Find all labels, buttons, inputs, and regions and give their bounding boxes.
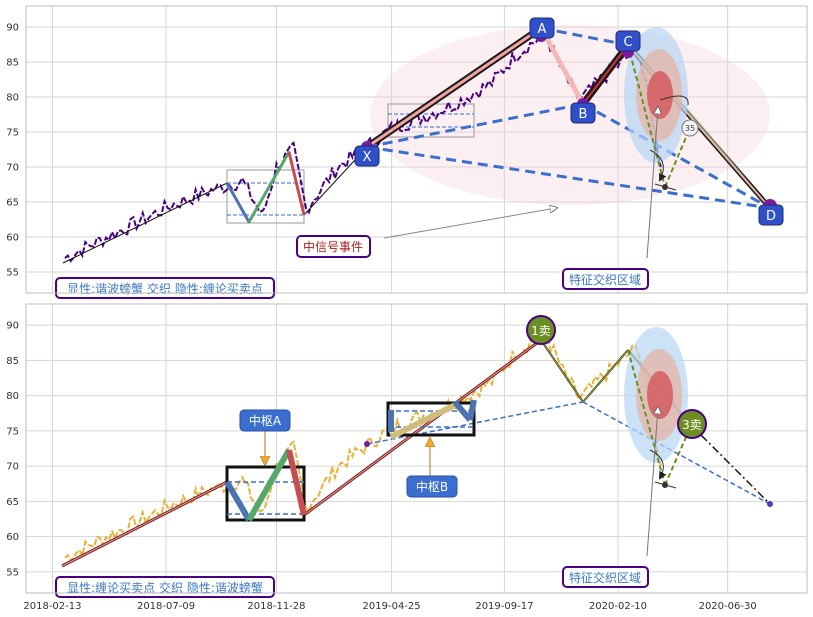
bottom-legend-text: 显性:缠论买卖点 交织 隐性:谐波螃蟹 (67, 580, 263, 595)
bottom-feature-zone-label: 特征交织区域 (562, 566, 649, 588)
bottom-y-tick-labels: 55 60 65 70 75 80 85 90 (6, 321, 19, 579)
y-tick-label: 70 (6, 462, 19, 473)
zhongshu-a-callout: 中枢A (239, 409, 291, 461)
y-tick-label: 70 (6, 163, 19, 174)
top-feature-zone-label: 特征交织区域 (562, 268, 649, 290)
signal-event-label: 中信号事件 (296, 235, 371, 258)
top-legend-text: 显性:谐波螃蟹 交织 隐性:缠论买卖点 (67, 281, 263, 296)
x-tick-label: 2019-04-25 (363, 601, 421, 612)
marker-a-label: A (538, 22, 547, 37)
zhongshu-a-label: 中枢A (249, 413, 282, 428)
top-small-zigzag (225, 151, 306, 223)
top-zhongshu-box-a (226, 169, 305, 224)
x-tick-label: 2018-07-09 (137, 601, 195, 612)
y-tick-label: 55 (6, 268, 19, 279)
bottom-feature-zone (624, 327, 691, 557)
top-y-tick-labels: 55 60 65 70 75 80 85 90 (6, 23, 19, 279)
top-plot-frame (25, 5, 808, 294)
x-tick-label: 2018-11-28 (247, 601, 305, 612)
x-tick-label: 2020-06-30 (699, 601, 757, 612)
top-feature-zone: 35 (624, 27, 699, 259)
y-tick-label: 90 (6, 23, 19, 34)
bottom-gridlines (26, 304, 807, 593)
signal-event-text: 中信号事件 (303, 239, 363, 254)
trend-line (62, 150, 305, 264)
y-tick-label: 80 (6, 391, 19, 402)
y-tick-label: 60 (6, 233, 19, 244)
x-tick-label: 2018-02-13 (23, 601, 81, 612)
bottom-price-series-line (64, 326, 662, 563)
bottom-plot-frame (25, 303, 808, 594)
x-tick-labels: 2018-02-13 2018-07-09 2018-11-28 2019-04-25… (23, 601, 756, 612)
marker-d-badge: D (758, 204, 784, 226)
y-tick-label: 65 (6, 198, 19, 209)
y-tick-label: 85 (6, 356, 19, 367)
y-tick-label: 90 (6, 321, 19, 332)
bottom-panel: 55 60 65 70 75 80 85 90 (6, 303, 808, 598)
zone-circle-label: 35 (685, 124, 695, 133)
sell-1-badge: 1卖 (526, 315, 556, 345)
bottom-feature-zone-text: 特征交织区域 (569, 570, 641, 585)
marker-b-label: B (579, 107, 588, 122)
sell-3-label: 3卖 (682, 418, 702, 432)
sell-3-badge: 3卖 (677, 409, 707, 439)
y-tick-label: 60 (6, 532, 19, 543)
y-tick-label: 75 (6, 128, 19, 139)
highlight-ellipse (370, 25, 770, 205)
top-panel: 55 60 65 70 75 80 85 90 (6, 5, 808, 299)
zhongshu-b-box (386, 399, 477, 440)
signal-arrow (383, 208, 556, 239)
zhongshu-b-label: 中枢B (416, 479, 448, 494)
y-tick-label: 80 (6, 93, 19, 104)
pattern-point-markers: X A B C D (354, 17, 784, 226)
marker-x-label: X (363, 150, 372, 165)
sell-1-label: 1卖 (531, 324, 551, 338)
y-tick-label: 75 (6, 426, 19, 437)
y-tick-label: 55 (6, 567, 19, 578)
bottom-legend-box: 显性:缠论买卖点 交织 隐性:谐波螃蟹 (55, 576, 275, 598)
x-tick-label: 2019-09-17 (475, 601, 533, 612)
marker-c-badge: C (615, 30, 641, 52)
zhongshu-a-box (224, 448, 307, 522)
y-tick-label: 65 (6, 497, 19, 508)
marker-c-label: C (623, 35, 632, 50)
zhongshu-b-callout: 中枢B (406, 442, 458, 498)
marker-d-label: D (766, 209, 776, 224)
x-tick-label: 2020-02-10 (589, 601, 647, 612)
marker-x-badge: X (354, 145, 380, 167)
y-tick-label: 85 (6, 58, 19, 69)
top-feature-zone-text: 特征交织区域 (569, 272, 641, 287)
top-legend-box: 显性:谐波螃蟹 交织 隐性:缠论买卖点 (55, 277, 275, 299)
marker-a-badge: A (529, 17, 555, 39)
marker-b-badge: B (570, 102, 596, 124)
top-gridlines (26, 6, 807, 293)
